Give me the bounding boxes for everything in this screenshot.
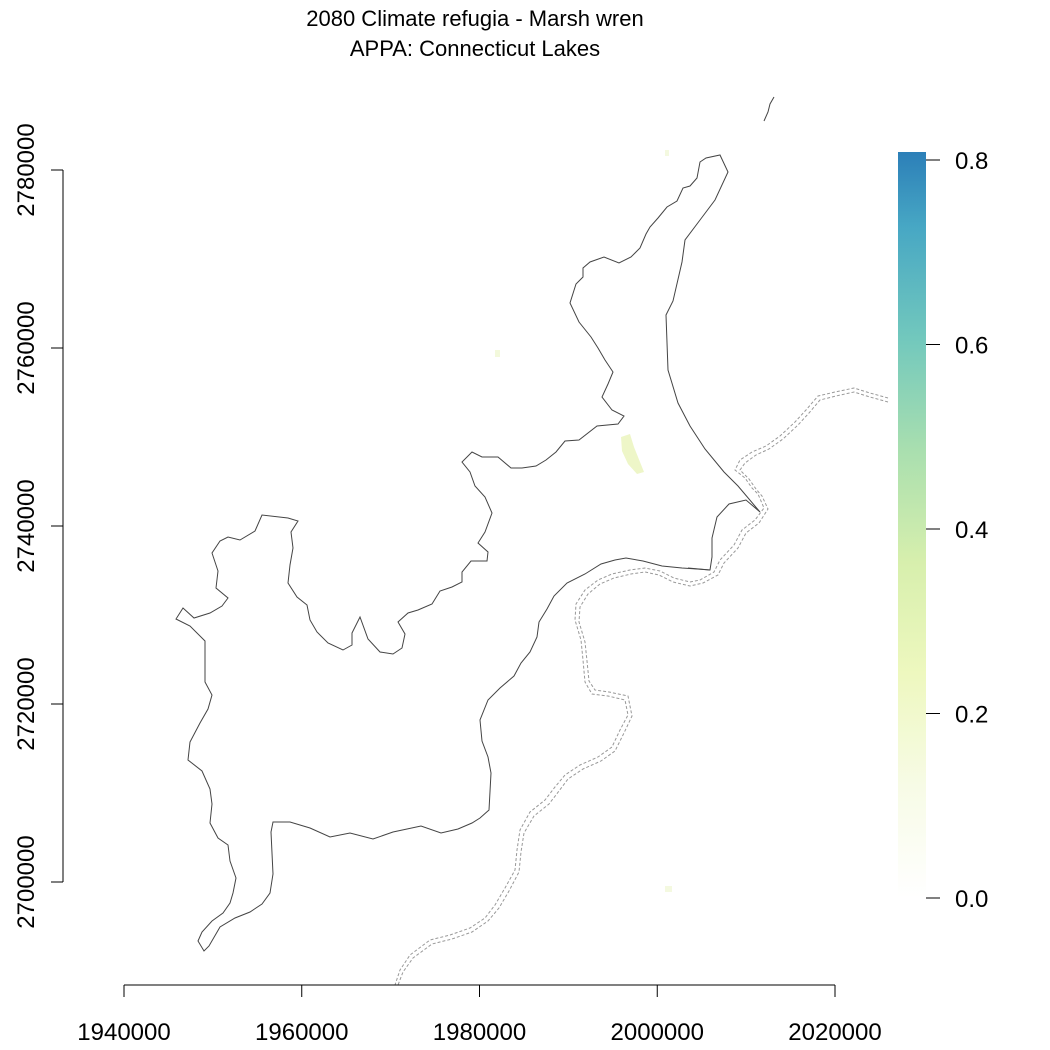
raster-patch: [495, 350, 500, 357]
x-tick-label: 1980000: [433, 1019, 526, 1046]
y-axis: 2700000 2720000 2740000 2760000 2780000: [13, 123, 64, 929]
raster-patch: [665, 886, 672, 892]
x-tick-label: 2000000: [611, 1019, 704, 1046]
colorbar-tick-label: 0.4: [955, 517, 988, 544]
region-boundary: [175, 154, 761, 952]
state-boundary-line: [397, 391, 889, 986]
x-tick-label: 1940000: [77, 1019, 170, 1046]
colorbar-tick-label: 0.0: [955, 886, 988, 913]
colorbar-tick-label: 0.2: [955, 702, 988, 729]
x-axis: 1940000 1960000 1980000 2000000 2020000: [77, 984, 882, 1046]
state-boundary-line: [394, 387, 889, 986]
x-tick-label: 2020000: [788, 1019, 881, 1046]
internal-boundary: [687, 567, 711, 571]
colorbar-ticks: 0.0 0.2 0.4 0.6 0.8: [926, 148, 988, 913]
chart-title: 2080 Climate refugia - Marsh wren: [306, 6, 643, 31]
raster-patch: [621, 434, 644, 474]
y-tick-label: 2740000: [13, 479, 40, 572]
x-tick-label: 1960000: [255, 1019, 348, 1046]
colorbar-tick-label: 0.8: [955, 148, 988, 175]
colorbar-tick-label: 0.6: [955, 333, 988, 360]
boundary-fragment: [763, 96, 775, 122]
y-tick-label: 2760000: [13, 301, 40, 394]
chart-subtitle: APPA: Connecticut Lakes: [350, 36, 600, 61]
colorbar: [898, 152, 926, 898]
raster-patches: [495, 150, 672, 892]
y-tick-label: 2720000: [13, 657, 40, 750]
raster-patch: [665, 150, 669, 156]
y-tick-label: 2780000: [13, 123, 40, 216]
y-tick-label: 2700000: [13, 835, 40, 928]
state-boundary: [394, 387, 889, 986]
